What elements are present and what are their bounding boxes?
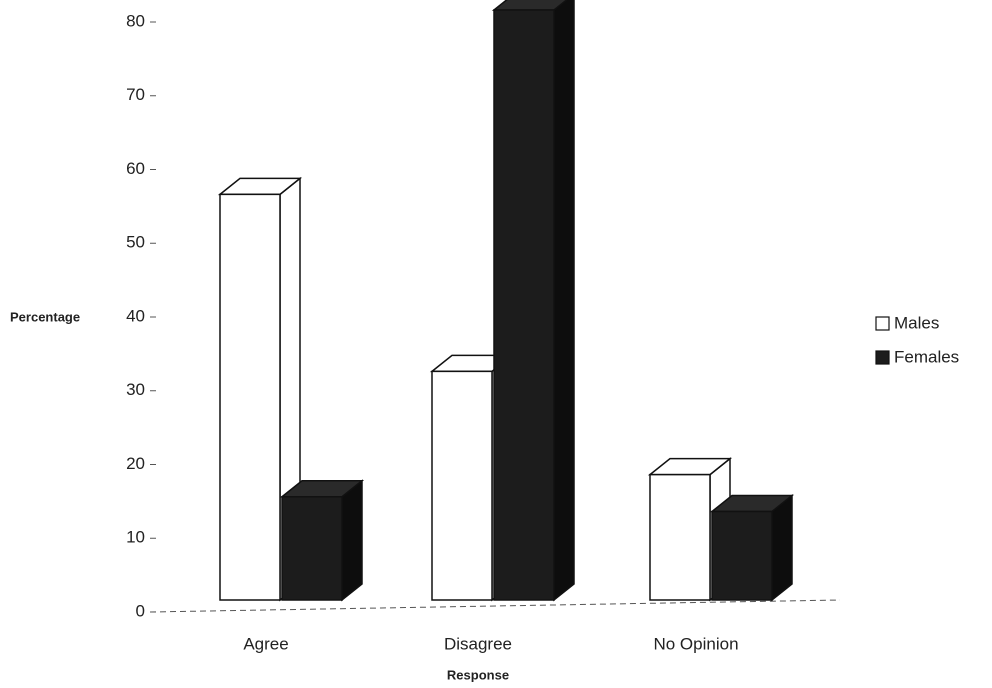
legend-swatch — [875, 316, 890, 331]
bar-front — [649, 473, 711, 601]
bar — [491, 0, 575, 602]
x-axis-label: Response — [447, 667, 509, 682]
y-tick-label: 50 — [126, 233, 145, 252]
bar-front — [219, 193, 281, 601]
y-tick-label: 30 — [126, 380, 145, 399]
bar — [709, 493, 795, 602]
x-tick-label: No Opinion — [653, 634, 738, 653]
bar-side — [771, 493, 793, 602]
bar-front — [493, 9, 555, 601]
legend-label: Females — [894, 347, 959, 366]
x-tick-label: Agree — [243, 634, 288, 653]
y-tick-label: 40 — [126, 306, 145, 325]
bar-front — [711, 510, 773, 601]
y-tick-label: 80 — [126, 11, 145, 30]
y-axis-label: Percentage — [10, 309, 80, 324]
bar-front — [431, 370, 493, 601]
bar-side — [341, 479, 363, 602]
y-tick-label: 0 — [136, 601, 145, 620]
x-tick-label: Disagree — [444, 634, 512, 653]
floor-line — [149, 599, 841, 613]
bar-side — [553, 0, 575, 602]
bar-front — [281, 496, 343, 601]
y-tick-label: 60 — [126, 159, 145, 178]
legend-label: Males — [894, 313, 939, 332]
y-tick-label: 10 — [126, 528, 145, 547]
legend-swatch — [875, 350, 890, 365]
y-tick-label: 70 — [126, 85, 145, 104]
bar — [279, 479, 365, 602]
y-tick-label: 20 — [126, 454, 145, 473]
